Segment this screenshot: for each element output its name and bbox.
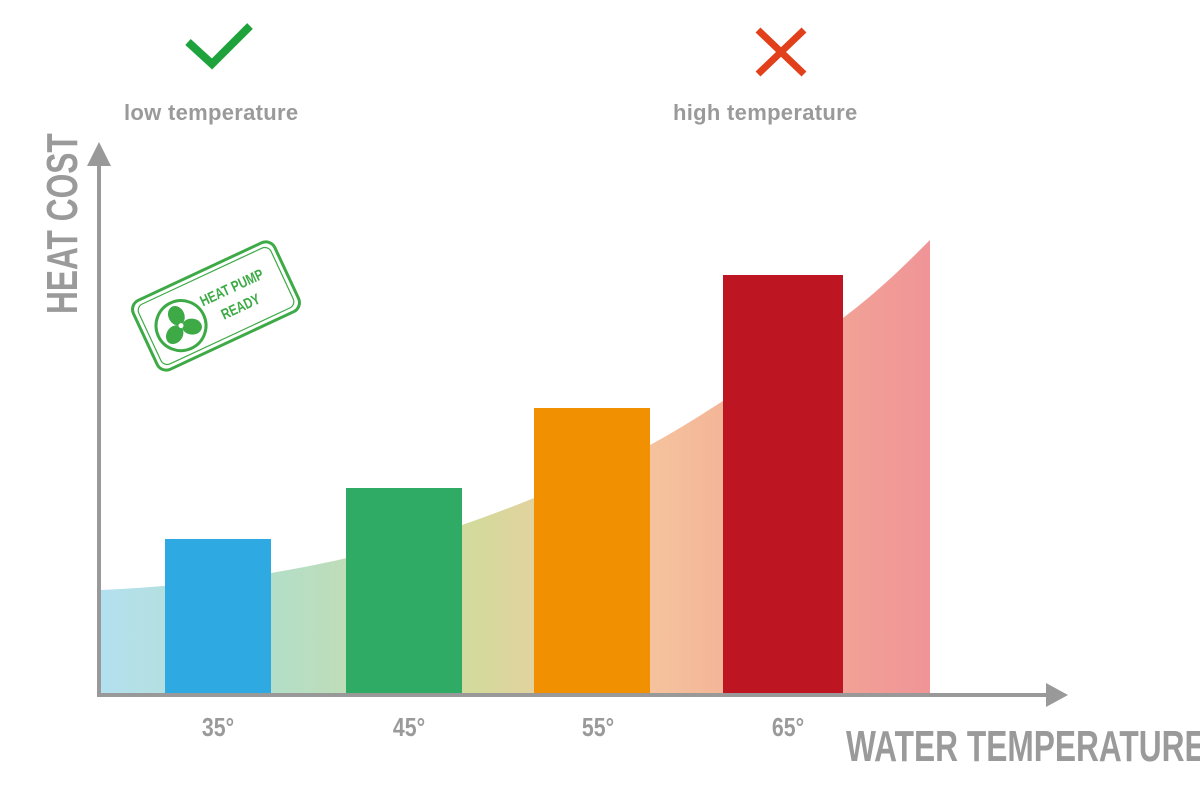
x-tick-45: 45° xyxy=(392,712,426,742)
x-tick-65: 65° xyxy=(771,712,805,742)
low-temperature-label: low temperature xyxy=(124,100,299,125)
bar-65 xyxy=(723,275,843,694)
heat-pump-ready-badge: HEAT PUMP READY xyxy=(131,240,301,372)
bar-55 xyxy=(534,408,650,694)
cross-icon xyxy=(755,27,807,77)
x-tick-55: 55° xyxy=(581,712,615,742)
high-temperature-label: high temperature xyxy=(673,100,858,125)
checkmark-icon xyxy=(185,23,253,70)
x-tick-35: 35° xyxy=(201,712,235,742)
bar-45 xyxy=(346,488,462,694)
fan-icon xyxy=(154,299,208,353)
x-axis-title: WATER TEMPERATURE xyxy=(846,722,1200,771)
x-axis-arrow-icon xyxy=(1046,683,1068,707)
y-axis-arrow-icon xyxy=(87,142,111,166)
bar-35 xyxy=(165,539,271,694)
cost-curve-area xyxy=(100,240,930,694)
y-axis-title: HEAT COST xyxy=(38,133,87,314)
